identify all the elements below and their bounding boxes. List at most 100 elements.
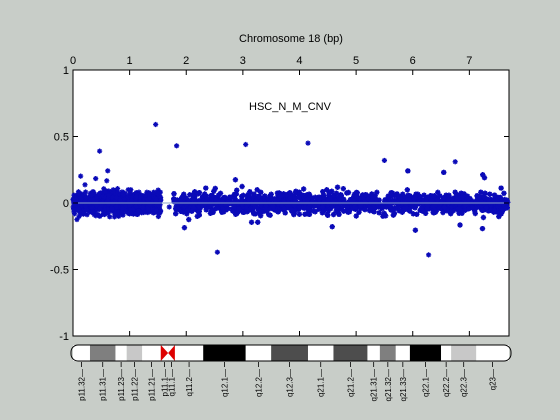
data-point — [115, 212, 121, 218]
data-point — [448, 204, 455, 210]
data-point — [472, 210, 478, 217]
data-point — [476, 194, 483, 200]
data-point — [128, 197, 135, 203]
data-point — [235, 209, 241, 215]
data-point — [130, 206, 137, 212]
data-point — [317, 203, 323, 209]
data-point — [139, 209, 145, 215]
data-point — [432, 193, 438, 199]
data-point — [125, 187, 131, 193]
data-point — [116, 196, 123, 203]
data-point — [79, 196, 85, 202]
data-point — [362, 196, 368, 202]
data-point — [330, 211, 337, 218]
data-point — [291, 194, 297, 200]
data-point — [207, 210, 214, 216]
data-point — [229, 206, 235, 212]
data-point — [93, 175, 99, 182]
data-point — [238, 197, 245, 203]
data-point — [203, 193, 209, 199]
data-point — [155, 187, 161, 193]
data-point — [245, 191, 251, 198]
data-point — [266, 197, 272, 204]
data-point — [83, 203, 89, 209]
data-point — [353, 189, 360, 196]
data-point — [390, 207, 396, 213]
data-point — [240, 192, 246, 199]
data-point — [341, 203, 347, 209]
data-point — [324, 187, 330, 193]
data-point — [377, 201, 383, 208]
data-point — [293, 188, 299, 194]
data-point — [145, 207, 151, 213]
data-point — [474, 197, 480, 203]
data-point — [302, 211, 308, 217]
data-point — [74, 216, 80, 223]
data-point — [214, 202, 220, 208]
data-point — [109, 194, 116, 200]
data-point — [267, 205, 273, 212]
data-point — [370, 203, 376, 209]
data-point — [429, 194, 435, 200]
data-point — [496, 209, 502, 216]
data-point — [413, 203, 419, 209]
data-point — [205, 201, 211, 207]
data-point — [464, 193, 471, 199]
data-point — [178, 208, 184, 214]
data-point — [264, 208, 270, 215]
data-point — [435, 189, 441, 195]
data-point — [310, 208, 317, 214]
data-point — [306, 211, 313, 218]
data-point — [275, 201, 281, 207]
data-point — [418, 193, 424, 200]
data-point — [137, 199, 144, 205]
data-point — [211, 188, 217, 194]
data-point — [86, 208, 93, 214]
data-point — [89, 209, 95, 215]
data-point — [301, 186, 307, 192]
data-point — [215, 204, 221, 210]
data-point — [370, 208, 376, 214]
data-point — [344, 204, 350, 210]
data-point — [118, 199, 124, 205]
data-point — [150, 210, 157, 216]
data-point — [255, 206, 261, 212]
data-point — [104, 198, 111, 204]
data-point — [498, 185, 504, 191]
data-point — [372, 195, 378, 201]
data-point — [504, 197, 510, 203]
data-point — [250, 194, 257, 200]
data-point — [306, 207, 312, 213]
data-point — [356, 209, 362, 215]
data-point — [356, 195, 363, 201]
data-point — [78, 193, 85, 199]
data-point — [133, 211, 139, 217]
data-point — [122, 203, 128, 209]
data-point — [98, 203, 105, 209]
data-point — [345, 209, 351, 215]
data-point — [292, 209, 298, 215]
data-point — [401, 206, 407, 212]
data-point — [153, 207, 159, 214]
data-point — [105, 211, 111, 217]
data-point — [458, 190, 464, 196]
data-point — [138, 194, 144, 200]
data-point — [478, 189, 484, 195]
data-point — [265, 199, 271, 206]
data-point — [456, 210, 462, 216]
data-point — [89, 205, 95, 211]
data-point — [82, 199, 88, 205]
data-point — [151, 192, 157, 198]
data-point — [232, 177, 239, 183]
data-point — [252, 203, 258, 209]
data-point — [125, 198, 131, 204]
data-point — [491, 207, 498, 213]
data-point — [388, 190, 394, 196]
data-point — [471, 202, 477, 208]
data-point — [225, 199, 231, 205]
data-point — [113, 204, 119, 210]
data-point — [376, 210, 382, 216]
data-points — [70, 121, 511, 258]
data-point — [128, 193, 134, 199]
data-point — [329, 224, 335, 230]
